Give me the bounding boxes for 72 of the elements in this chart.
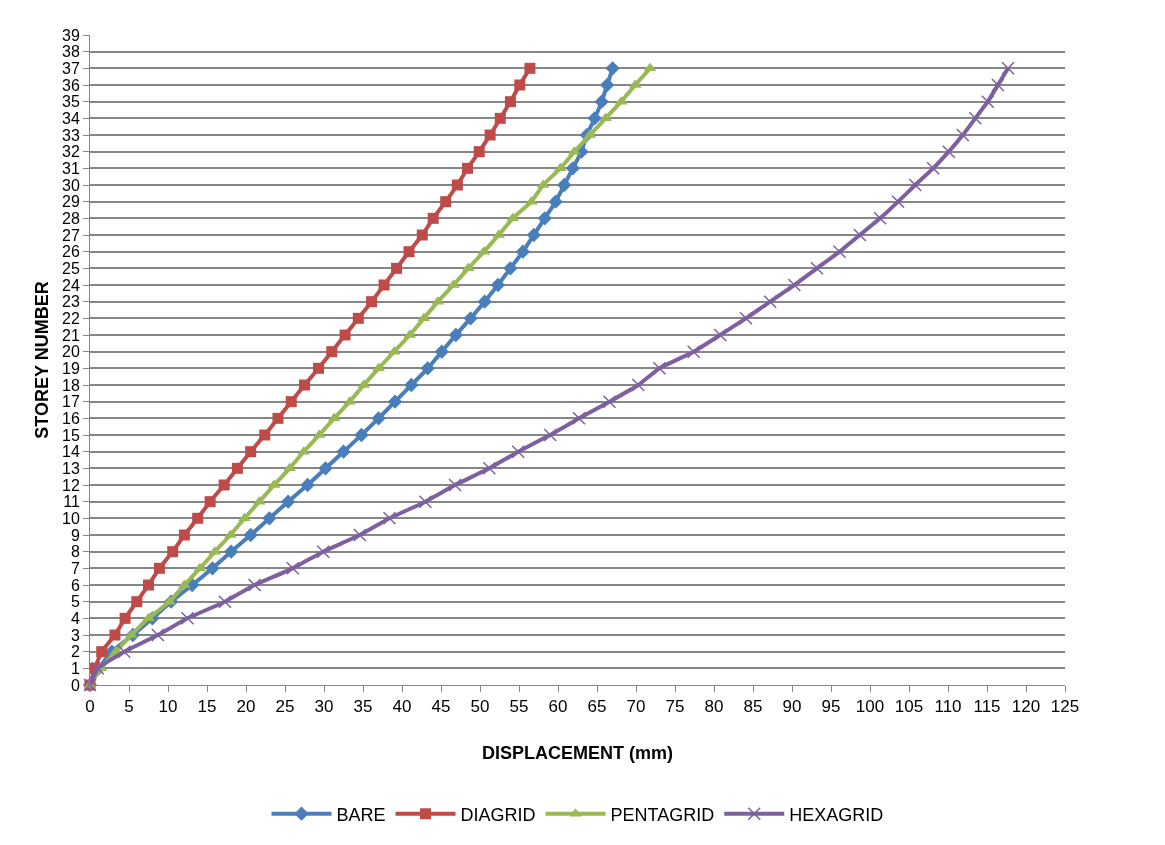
y-tick-label: 10 <box>62 509 80 527</box>
x-tick-label: 55 <box>509 697 529 717</box>
x-tick-label: 105 <box>894 697 924 717</box>
legend-label: HEXAGRID <box>789 804 884 825</box>
y-tick-label: 4 <box>70 609 80 627</box>
y-axis-title: STOREY NUMBER <box>32 281 53 439</box>
y-tick-label: 39 <box>62 26 80 44</box>
x-tick-label: 35 <box>353 697 373 717</box>
x-tick-label: 115 <box>973 697 1001 717</box>
y-tick-label: 28 <box>62 209 80 227</box>
x-tick-label: 95 <box>821 697 841 717</box>
x-tick-label: 45 <box>431 697 451 717</box>
x-tick-label: 50 <box>470 697 490 717</box>
legend-label: BARE <box>336 804 386 825</box>
y-tick-label: 15 <box>62 426 80 444</box>
x-tick-label: 0 <box>85 697 95 717</box>
y-tick-label: 13 <box>62 459 80 477</box>
y-tick-label: 14 <box>62 443 80 461</box>
y-tick-label: 31 <box>62 159 80 177</box>
y-tick-label: 0 <box>70 676 80 694</box>
y-tick-label: 25 <box>62 259 80 277</box>
y-tick-label: 22 <box>62 309 80 327</box>
x-tick-label: 10 <box>158 697 178 717</box>
x-tick-label: 60 <box>548 697 568 717</box>
x-tick-label: 15 <box>197 697 217 717</box>
y-tick-label: 6 <box>70 576 80 594</box>
y-tick-label: 19 <box>62 359 80 377</box>
x-tick-label: 120 <box>1011 697 1041 717</box>
y-tick-label: 33 <box>62 126 80 144</box>
y-tick-label: 29 <box>62 193 80 211</box>
x-tick-label: 65 <box>587 697 607 717</box>
x-tick-label: 40 <box>392 697 412 717</box>
y-tick-label: 7 <box>70 559 80 577</box>
x-tick-label: 70 <box>626 697 646 717</box>
y-tick-label: 32 <box>62 143 80 161</box>
x-tick-label: 30 <box>314 697 334 717</box>
x-tick-label: 75 <box>665 697 685 717</box>
y-tick-label: 30 <box>62 176 80 194</box>
y-tick-label: 18 <box>62 376 80 394</box>
y-tick-label: 3 <box>70 626 80 644</box>
x-tick-label: 100 <box>855 697 885 717</box>
y-tick-label: 38 <box>62 43 80 61</box>
x-tick-label: 85 <box>743 697 763 717</box>
legend-label: DIAGRID <box>460 804 536 825</box>
y-tick-label: 26 <box>62 243 80 261</box>
x-tick-label: 20 <box>236 697 256 717</box>
y-tick-label: 5 <box>70 593 80 611</box>
y-tick-label: 37 <box>62 59 80 77</box>
y-tick-label: 34 <box>62 109 80 127</box>
y-tick-label: 12 <box>62 476 80 494</box>
y-tick-label: 17 <box>62 393 80 411</box>
x-tick-label: 90 <box>782 697 802 717</box>
y-tick-label: 1 <box>70 659 80 677</box>
y-tick-label: 35 <box>62 93 80 111</box>
y-tick-label: 27 <box>62 226 80 244</box>
y-tick-label: 23 <box>62 293 80 311</box>
y-tick-label: 36 <box>62 76 80 94</box>
x-tick-label: 5 <box>124 697 134 717</box>
y-tick-label: 20 <box>62 343 80 361</box>
y-tick-label: 11 <box>63 493 80 511</box>
x-tick-label: 25 <box>275 697 295 717</box>
y-tick-label: 21 <box>62 326 80 344</box>
y-tick-label: 9 <box>70 526 80 544</box>
y-tick-label: 16 <box>62 409 80 427</box>
x-tick-label: 80 <box>704 697 724 717</box>
y-tick-label: 24 <box>62 276 80 294</box>
x-tick-label: 125 <box>1050 697 1080 717</box>
y-tick-label: 2 <box>70 643 80 661</box>
y-tick-label: 8 <box>70 543 80 561</box>
legend-label: PENTAGRID <box>610 804 715 825</box>
x-tick-label: 110 <box>934 697 962 717</box>
x-axis-title: DISPLACEMENT (mm) <box>481 742 674 763</box>
